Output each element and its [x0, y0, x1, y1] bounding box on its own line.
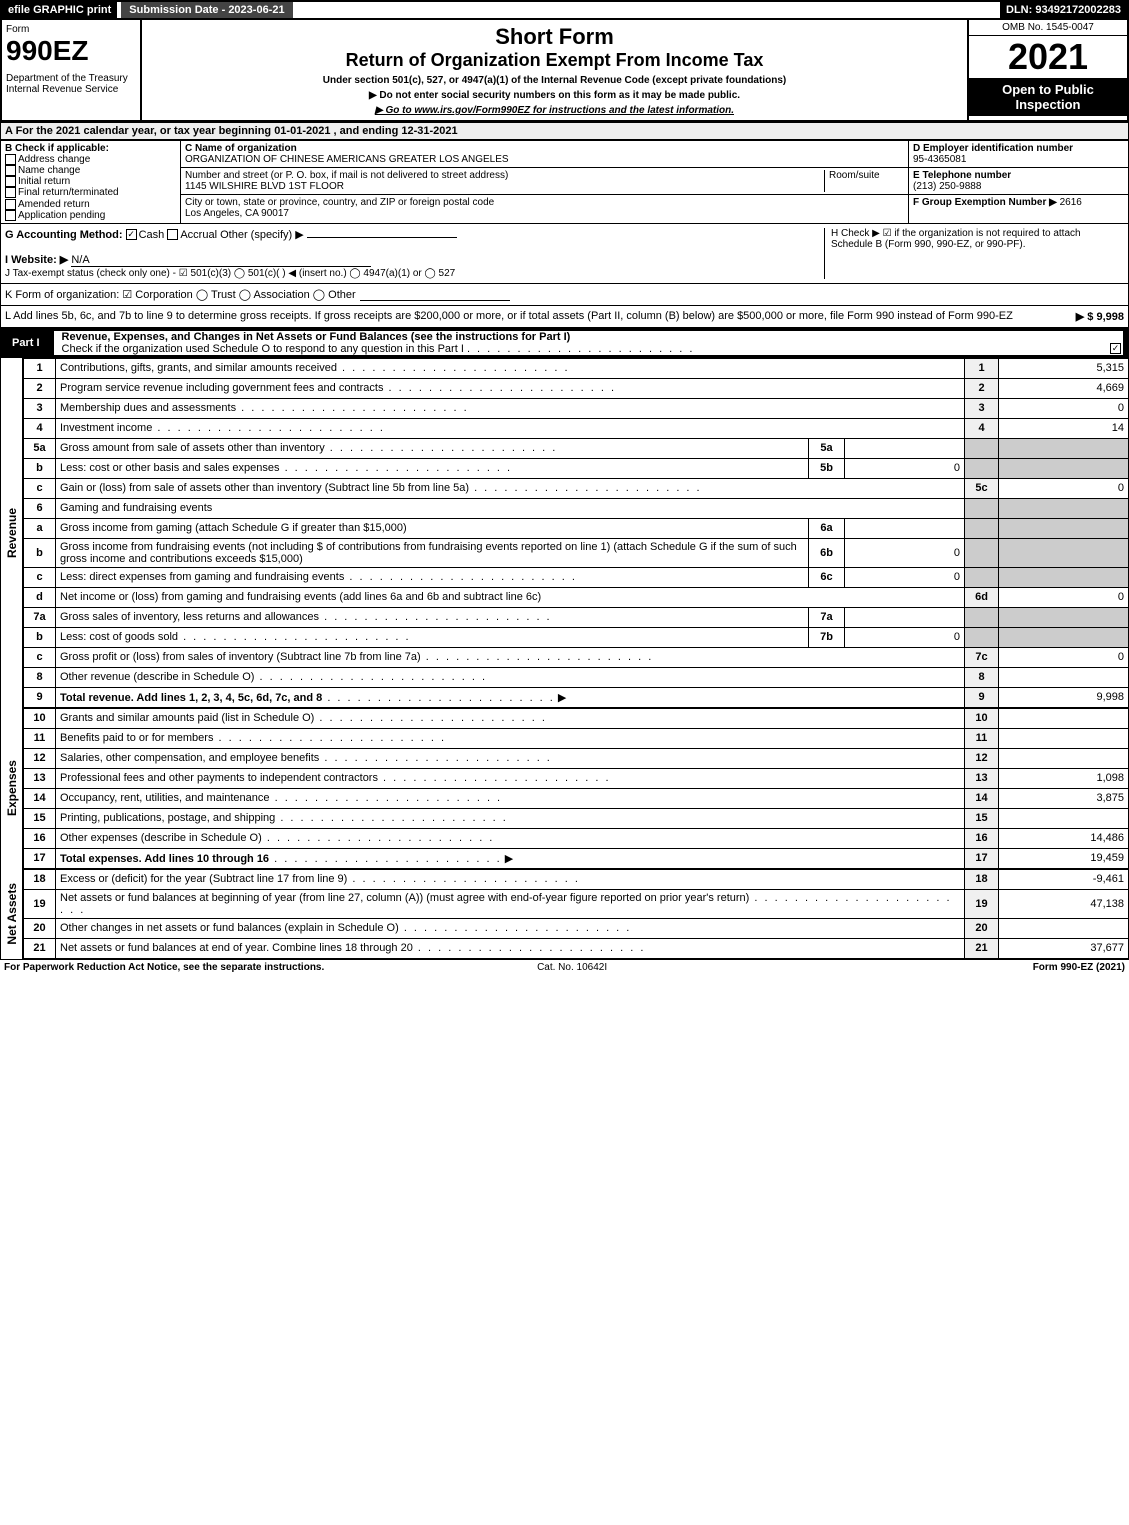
c-name-label: C Name of organization [185, 143, 904, 154]
submission-date: Submission Date - 2023-06-21 [121, 2, 292, 18]
page-footer: For Paperwork Reduction Act Notice, see … [0, 959, 1129, 975]
h-check: H Check ▶ ☑ if the organization is not r… [824, 228, 1124, 279]
department: Department of the Treasury Internal Reve… [6, 73, 136, 95]
header-center: Short Form Return of Organization Exempt… [142, 20, 967, 120]
netassets-table: 18Excess or (deficit) for the year (Subt… [23, 869, 1129, 959]
ein-value: 95-4365081 [913, 154, 1124, 165]
l-text: L Add lines 5b, 6c, and 7b to line 9 to … [5, 310, 1013, 323]
revenue-section: Revenue 1Contributions, gifts, grants, a… [0, 358, 1129, 708]
section-bcde: B Check if applicable: Address change Na… [0, 140, 1129, 224]
check-amended-return[interactable]: Amended return [5, 199, 176, 210]
c-addr-label: Number and street (or P. O. box, if mail… [185, 170, 824, 181]
expenses-section: Expenses 10Grants and similar amounts pa… [0, 708, 1129, 869]
c-city-label: City or town, state or province, country… [185, 197, 904, 208]
check-accrual[interactable] [167, 229, 178, 240]
check-application-pending[interactable]: Application pending [5, 210, 176, 221]
part-title: Revenue, Expenses, and Changes in Net As… [62, 331, 571, 343]
expenses-table: 10Grants and similar amounts paid (list … [23, 708, 1129, 869]
column-c: C Name of organization ORGANIZATION OF C… [181, 141, 908, 223]
org-city: Los Angeles, CA 90017 [185, 208, 904, 219]
subtitle: Under section 501(c), 527, or 4947(a)(1)… [146, 75, 963, 86]
part-check-text: Check if the organization used Schedule … [62, 343, 464, 355]
open-public: Open to Public Inspection [969, 78, 1127, 116]
org-address: 1145 WILSHIRE BLVD 1ST FLOOR [185, 181, 824, 192]
warning: ▶ Do not enter social security numbers o… [146, 90, 963, 101]
org-name: ORGANIZATION OF CHINESE AMERICANS GREATE… [185, 154, 904, 165]
i-label: I Website: ▶ [5, 254, 68, 266]
tel-value: (213) 250-9888 [913, 181, 1124, 192]
expenses-label: Expenses [3, 758, 21, 818]
header-right: OMB No. 1545-0047 2021 Open to Public In… [967, 20, 1127, 120]
part-i-checkbox[interactable] [1110, 343, 1121, 354]
room-suite-label: Room/suite [824, 170, 904, 192]
footer-left: For Paperwork Reduction Act Notice, see … [4, 962, 324, 973]
f-group-label: F Group Exemption Number ▶ [913, 197, 1057, 208]
part-label: Part I [6, 337, 46, 349]
group-value: 2616 [1060, 197, 1082, 208]
revenue-table: 1Contributions, gifts, grants, and simil… [23, 358, 1129, 708]
k-form-org: K Form of organization: ☑ Corporation ◯ … [5, 288, 356, 301]
row-k: K Form of organization: ☑ Corporation ◯ … [0, 284, 1129, 306]
header-left: Form 990EZ Department of the Treasury In… [2, 20, 142, 120]
link-instructions[interactable]: ▶ Go to www.irs.gov/Form990EZ for instru… [146, 105, 963, 116]
check-name-change[interactable]: Name change [5, 165, 176, 176]
check-final-return[interactable]: Final return/terminated [5, 187, 176, 198]
check-initial-return[interactable]: Initial return [5, 176, 176, 187]
footer-right: Form 990-EZ (2021) [1033, 962, 1125, 973]
column-b: B Check if applicable: Address change Na… [1, 141, 181, 223]
top-bar: efile GRAPHIC print Submission Date - 20… [0, 0, 1129, 20]
j-tax-exempt: J Tax-exempt status (check only one) - ☑… [5, 268, 455, 279]
website-value: N/A [71, 254, 371, 267]
check-address-change[interactable]: Address change [5, 154, 176, 165]
part-i-header: Part I Revenue, Expenses, and Changes in… [0, 328, 1129, 358]
netassets-label: Net Assets [3, 881, 21, 947]
title-return: Return of Organization Exempt From Incom… [146, 50, 963, 71]
line-a: A For the 2021 calendar year, or tax yea… [0, 122, 1129, 140]
row-gh: G Accounting Method: Cash Accrual Other … [0, 224, 1129, 284]
g-label: G Accounting Method: [5, 229, 123, 241]
dln-label: DLN: 93492172002283 [1000, 2, 1127, 18]
form-number: 990EZ [6, 35, 136, 67]
check-cash[interactable] [126, 229, 137, 240]
form-label: Form [6, 24, 136, 35]
tax-year: 2021 [969, 36, 1127, 78]
footer-cat: Cat. No. 10642I [537, 962, 607, 973]
e-tel-label: E Telephone number [913, 170, 1124, 181]
omb-number: OMB No. 1545-0047 [969, 20, 1127, 36]
d-ein-label: D Employer identification number [913, 143, 1124, 154]
form-header: Form 990EZ Department of the Treasury In… [0, 20, 1129, 122]
b-heading: B Check if applicable: [5, 143, 176, 154]
other-specify: Other (specify) ▶ [220, 229, 304, 241]
row-l: L Add lines 5b, 6c, and 7b to line 9 to … [0, 306, 1129, 328]
column-def: D Employer identification number 95-4365… [908, 141, 1128, 223]
l-amount: ▶ $ 9,998 [1076, 310, 1124, 323]
title-short-form: Short Form [146, 24, 963, 50]
efile-label: efile GRAPHIC print [2, 2, 117, 18]
netassets-section: Net Assets 18Excess or (deficit) for the… [0, 869, 1129, 959]
revenue-label: Revenue [3, 506, 21, 560]
